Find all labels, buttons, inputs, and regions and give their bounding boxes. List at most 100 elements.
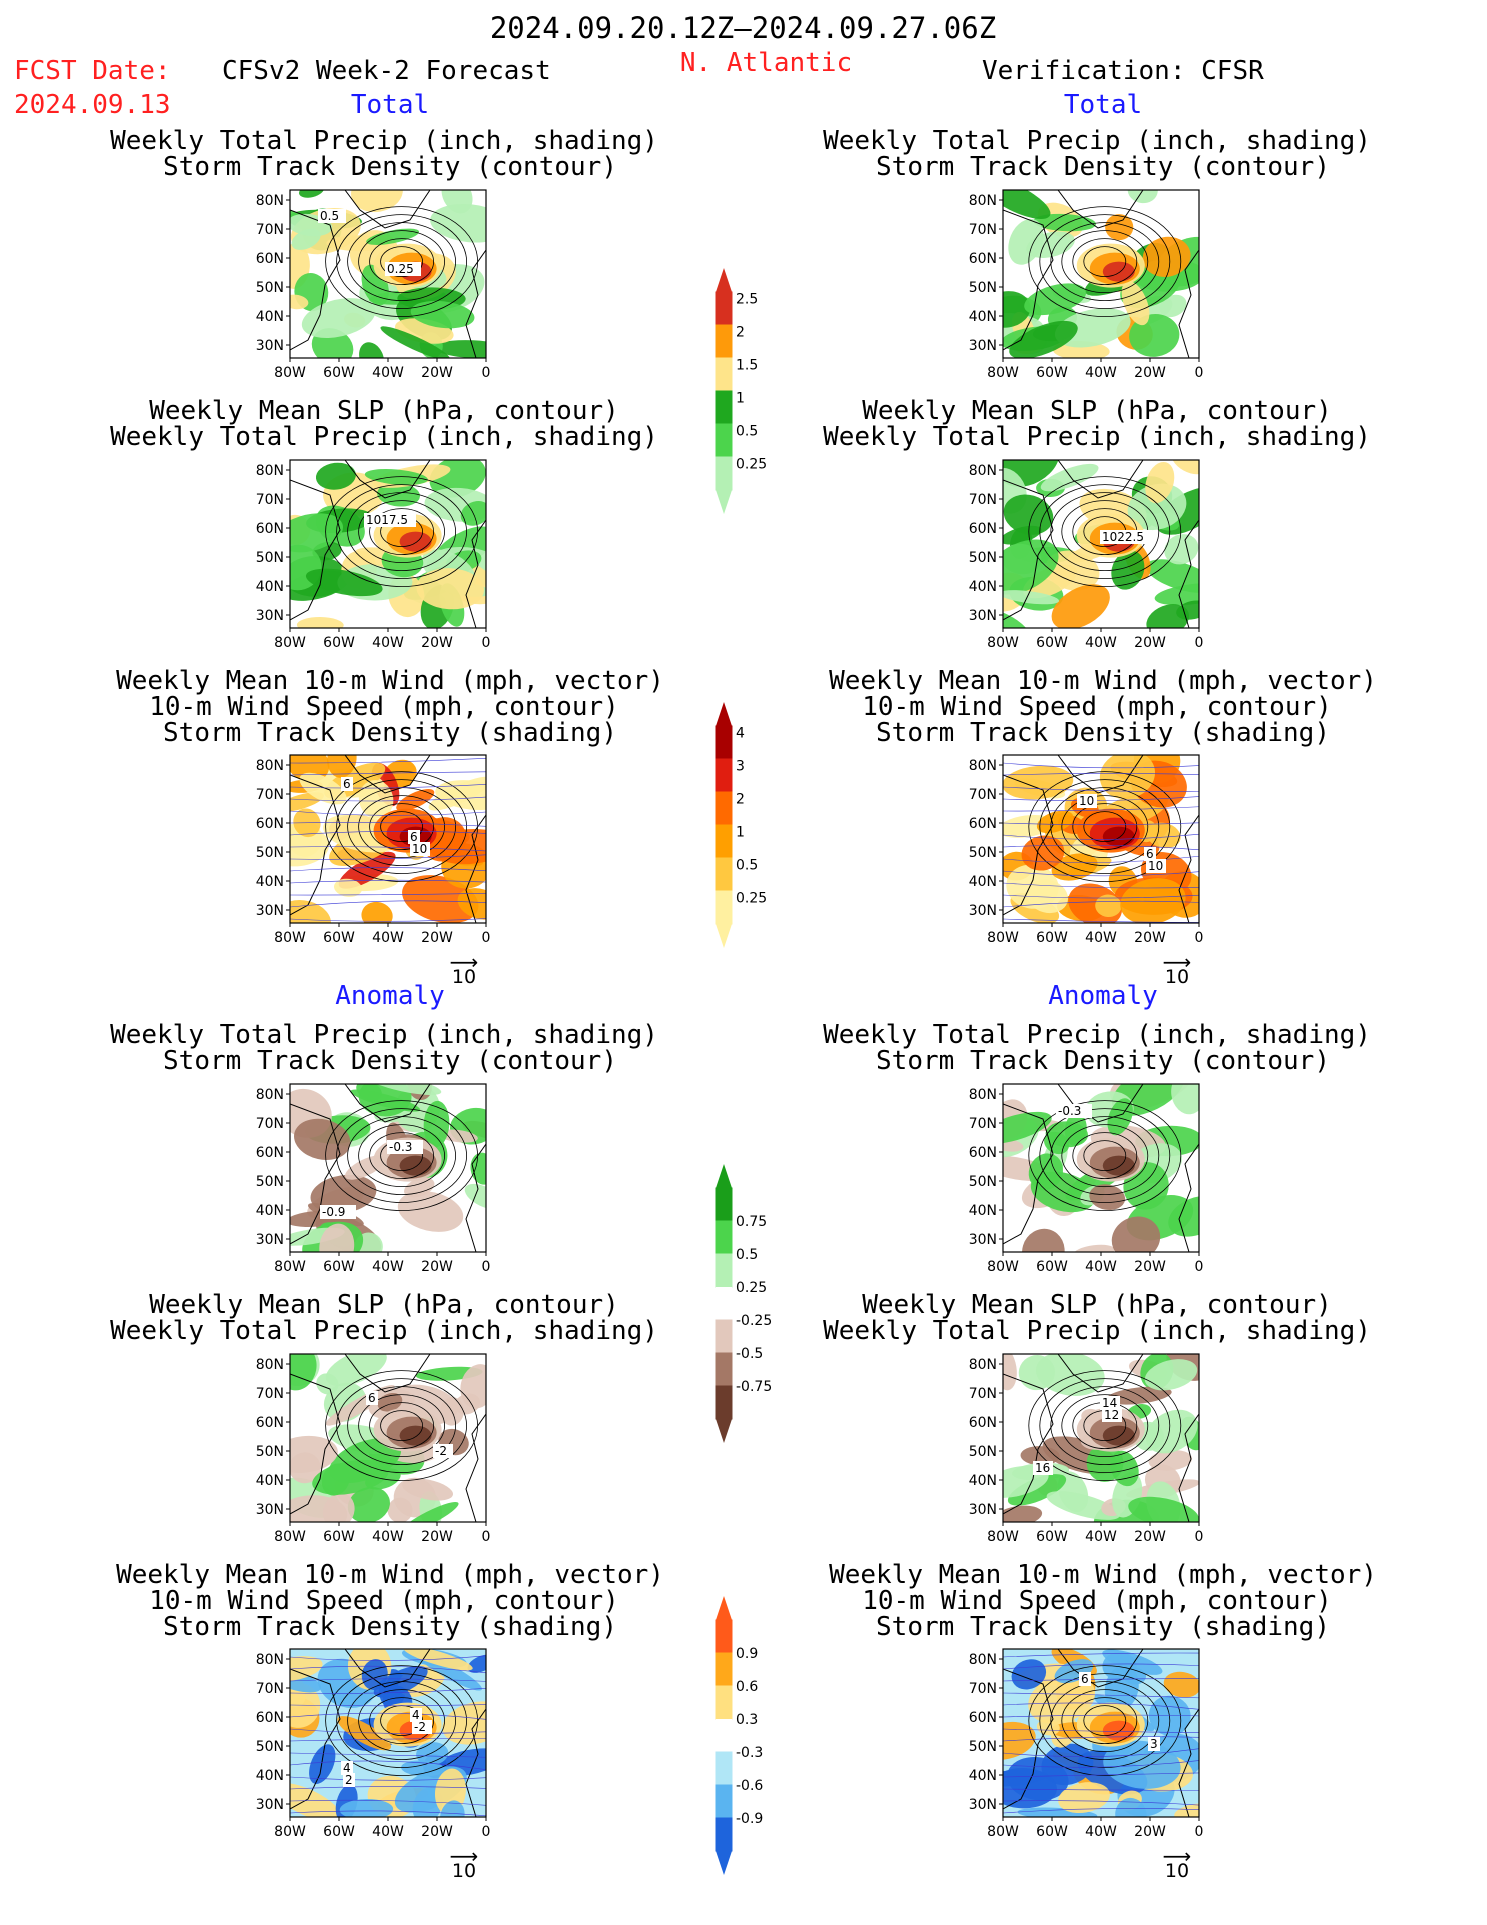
lon-tick-label: 40W <box>1085 930 1117 946</box>
colorbar-label: 0.5 <box>736 858 758 874</box>
lon-tick-label: 20W <box>1134 1824 1166 1840</box>
lat-tick-label: 40N <box>256 309 284 325</box>
colorbar-segment <box>715 1253 733 1288</box>
region-title: N. Atlantic <box>679 48 853 78</box>
shaded-region <box>290 1452 321 1484</box>
lat-tick-label: 80N <box>969 463 997 479</box>
coastline <box>344 190 431 229</box>
wind-vector-streak <box>1003 900 1199 908</box>
colorbar-label: 0.75 <box>736 1214 767 1230</box>
colorbar-bottom-tip <box>716 490 732 514</box>
contour-line <box>1061 230 1149 293</box>
lat-tick-label: 30N <box>256 608 284 624</box>
colorbar-label: -0.6 <box>736 1778 763 1794</box>
lat-tick-label: 70N <box>969 1116 997 1132</box>
lat-tick-label: 50N <box>969 280 997 296</box>
contour-label-bg <box>1079 1672 1091 1686</box>
map-field <box>290 1084 486 1252</box>
contour-line <box>380 811 424 842</box>
coastline <box>1003 1103 1054 1245</box>
shaded-region <box>397 1191 464 1232</box>
colorbar-label: 0.6 <box>736 1679 758 1695</box>
panel-title-line: Storm Track Density (shading) <box>876 1612 1330 1642</box>
shaded-region <box>1111 550 1145 590</box>
shaded-region <box>1046 1491 1121 1520</box>
lon-tick-label: 20W <box>1134 365 1166 381</box>
lat-tick-label: 80N <box>969 193 997 209</box>
contour-label-bg <box>433 1444 453 1458</box>
shaded-region <box>441 190 473 214</box>
lon-tick-label: 40W <box>1085 1824 1117 1840</box>
shaded-region <box>319 1223 355 1252</box>
contour-line <box>1039 484 1171 579</box>
lat-tick-label: 60N <box>969 521 997 537</box>
lon-tick-label: 60W <box>1036 1824 1068 1840</box>
wind-vector-streak <box>290 1704 486 1707</box>
lat-tick-label: 30N <box>256 1232 284 1248</box>
shaded-region <box>1064 1112 1087 1146</box>
shaded-core <box>1102 1155 1135 1176</box>
colorbar-segment <box>715 791 733 826</box>
panel-title-line: Weekly Mean 10-m Wind (mph, vector) <box>116 1560 664 1590</box>
wind-vector-streak <box>1003 806 1199 812</box>
shaded-region <box>1003 1354 1017 1391</box>
lon-tick-label: 20W <box>1134 1529 1166 1545</box>
contour-label-bg <box>1102 1408 1122 1422</box>
coastline <box>465 1413 486 1522</box>
lat-tick-label: 30N <box>969 1502 997 1518</box>
shaded-region <box>1128 1496 1199 1522</box>
lat-tick-label: 70N <box>969 1681 997 1697</box>
lon-tick-label: 20W <box>421 930 453 946</box>
shaded-region <box>1003 590 1060 605</box>
lat-tick-label: 50N <box>969 845 997 861</box>
contour-label: -0.3 <box>1058 1104 1081 1118</box>
contour-label: 4 <box>412 1708 420 1722</box>
coastline <box>465 1143 486 1252</box>
lat-tick-label: 70N <box>969 222 997 238</box>
lon-tick-label: 80W <box>987 365 1019 381</box>
map-panel-forecast-total-slp: 80N 70N 60N 50N 40N 30N 80W 60W 40W 20W 0 1017.5 <box>240 455 492 655</box>
colorbar-top-tip <box>716 702 732 726</box>
shaded-region <box>1148 1449 1193 1471</box>
contour-label: 6 <box>1146 847 1154 861</box>
shaded-region <box>1003 1768 1057 1809</box>
lon-tick-label: 80W <box>274 1529 306 1545</box>
contour-line <box>369 1402 435 1449</box>
shaded-core <box>399 1155 432 1176</box>
panel-title-line: Weekly Total Precip (inch, shading) <box>823 1020 1371 1050</box>
contour-line <box>358 1689 446 1752</box>
lon-tick-label: 20W <box>1134 1259 1166 1275</box>
lon-tick-label: 80W <box>987 635 1019 651</box>
wind-vector-streak <box>1003 1692 1199 1699</box>
wind-vector-streak <box>1003 822 1199 825</box>
lat-tick-label: 50N <box>256 550 284 566</box>
coastline <box>465 249 486 358</box>
lat-tick-label: 70N <box>256 492 284 508</box>
coastline <box>1003 774 1054 916</box>
panel-title-line: Weekly Total Precip (inch, shading) <box>110 126 658 156</box>
shaded-region <box>1003 1111 1052 1144</box>
right-column-title: Verification: CFSR <box>982 56 1264 86</box>
lon-tick-label: 80W <box>987 930 1019 946</box>
contour-line <box>325 476 479 587</box>
wind-vector-streak <box>290 822 486 827</box>
panel-title-line: Weekly Mean 10-m Wind (mph, vector) <box>116 666 664 696</box>
wind-vector-streak <box>290 1728 486 1734</box>
wind-vector-streak <box>290 784 486 789</box>
lat-tick-label: 60N <box>969 816 997 832</box>
contour-line <box>1028 476 1182 587</box>
contour-line <box>1083 1705 1127 1736</box>
map-field <box>1003 1649 1199 1817</box>
shaded-region <box>337 1716 391 1751</box>
wind-vector-streak <box>290 796 486 802</box>
wind-vector-streak <box>1003 1678 1199 1682</box>
contour-line <box>325 771 479 882</box>
map-field <box>1003 460 1199 628</box>
contour-line <box>347 222 457 301</box>
colorbar-label: 0.3 <box>736 1712 758 1728</box>
shaded-region <box>387 1497 413 1522</box>
shaded-core <box>1102 261 1135 282</box>
shaded-region <box>1145 461 1175 504</box>
lat-tick-label: 40N <box>969 309 997 325</box>
wind-vector-streak <box>1003 786 1199 792</box>
